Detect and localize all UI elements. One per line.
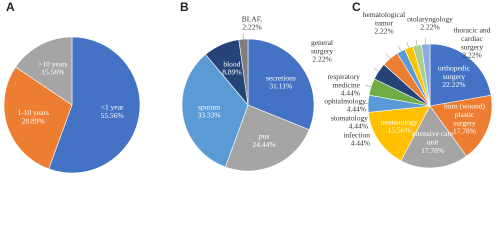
panel-label: B — [180, 0, 189, 14]
slice-value-label: 28.89% — [22, 116, 45, 125]
pie-slice — [48, 36, 141, 174]
slice-value-label: 33.33% — [197, 111, 220, 120]
slice-value-label: 2.22% — [242, 23, 261, 32]
slice-label: thoracic and cardiac surgery — [454, 25, 491, 51]
slice-value-label: 4.44% — [351, 139, 370, 148]
slice-label: respiratory medicine — [328, 72, 361, 90]
slice-label: intensive care unit — [412, 129, 454, 147]
slice-value-label: 2.22% — [312, 55, 331, 64]
leader-line — [386, 53, 391, 59]
slice-label: <1 year — [101, 102, 124, 111]
pie-slice — [181, 54, 249, 168]
pie-slice — [247, 38, 315, 131]
pie-slice — [429, 94, 493, 157]
pie-slice — [225, 104, 310, 172]
leader-line — [397, 45, 402, 52]
pie-slice — [3, 66, 73, 170]
slice-value-label: 2.22% — [462, 51, 481, 60]
slice-label: infection — [343, 130, 370, 139]
pie-slice — [429, 43, 492, 107]
slice-label: neonatology — [381, 117, 418, 126]
panel-label: C — [352, 0, 361, 14]
slice-value-label: 4.44% — [349, 122, 368, 131]
leader-line — [365, 84, 372, 88]
slice-label: general surgery — [311, 38, 334, 56]
leader-line — [415, 39, 418, 46]
slice-label: otolaryngology — [407, 14, 453, 23]
pie-slice — [15, 36, 73, 106]
slice-value-label: 55.56% — [101, 111, 124, 120]
slice-value-label: 4.44% — [341, 89, 360, 98]
slice-label: pus — [259, 131, 270, 140]
pie-slice — [400, 105, 467, 169]
slice-label: blood — [223, 59, 240, 68]
slice-label: ophtalmology — [324, 96, 366, 105]
leader-line — [373, 67, 379, 72]
pie-slice — [368, 105, 431, 162]
slice-value-label: 17.78% — [421, 146, 444, 155]
slice-value-label: 17.78% — [453, 127, 476, 136]
slice-value-label: 15.56% — [41, 68, 64, 77]
slice-value-label: 4.44% — [347, 105, 366, 114]
slice-label: >10 years — [38, 59, 68, 68]
pie-slice — [238, 38, 249, 106]
slice-value-label: 22.22% — [442, 80, 465, 89]
slice-label: sputum — [198, 102, 220, 111]
slice-label: stomatology — [331, 113, 368, 122]
panel-label: A — [6, 0, 15, 14]
slice-value-label: 15.56% — [388, 125, 411, 134]
leader-line — [406, 42, 410, 48]
slice-label: BLAF, — [242, 14, 263, 23]
slice-value-label: 31.11% — [269, 82, 292, 91]
slice-label: 1-10 years — [17, 108, 49, 117]
slice-label: secretions — [266, 73, 296, 82]
slice-value-label: 2.22% — [420, 23, 439, 32]
slice-value-label: 24.44% — [253, 140, 276, 149]
slice-label: orthopedic surgery — [438, 63, 471, 81]
slice-label: burn (wound) plastic surgery — [444, 101, 486, 127]
slice-label: hematological tumor — [363, 10, 405, 28]
slice-value-label: 2.22% — [374, 27, 393, 36]
slice-value-label: 8.89% — [222, 68, 241, 77]
